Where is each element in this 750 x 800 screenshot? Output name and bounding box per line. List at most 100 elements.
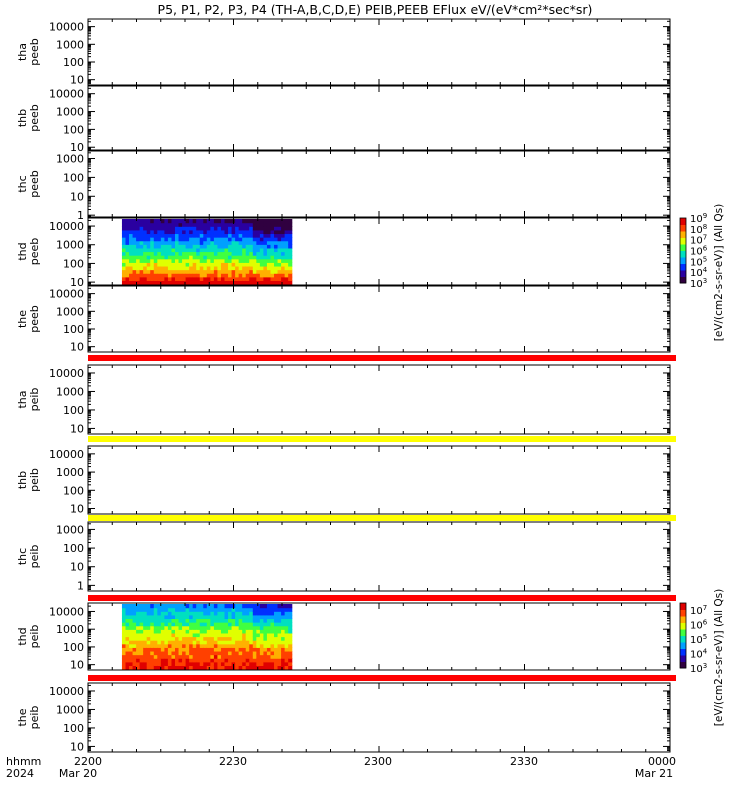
spectrogram-cell bbox=[189, 665, 194, 670]
spectrogram-cell bbox=[171, 247, 176, 253]
spectrogram-cell bbox=[238, 614, 243, 620]
spectrogram-cell bbox=[210, 229, 215, 235]
spectrogram-cell bbox=[235, 222, 240, 227]
spectrogram-cell bbox=[196, 614, 201, 620]
spectrogram-cell bbox=[210, 629, 215, 634]
spectrogram-cell bbox=[288, 219, 293, 224]
spectrogram-cell bbox=[175, 640, 180, 645]
spectrogram-cell bbox=[224, 640, 229, 645]
spectrogram-cell bbox=[274, 625, 279, 630]
spectrogram-cell bbox=[235, 629, 240, 634]
spectrogram-cell bbox=[136, 269, 141, 274]
spectrogram-cell bbox=[175, 233, 180, 238]
spectrogram-cell bbox=[167, 636, 173, 641]
spectrogram-cell bbox=[277, 247, 282, 253]
y-tick-label: 100 bbox=[63, 404, 84, 417]
spectrogram-cell bbox=[284, 618, 289, 623]
spectrogram-cell bbox=[136, 222, 141, 227]
spectrogram-cell bbox=[235, 269, 240, 274]
spectrogram-cell bbox=[259, 625, 265, 630]
spectrogram-cell bbox=[185, 229, 190, 235]
spectrogram-cell bbox=[153, 607, 158, 612]
spectrogram-cell bbox=[259, 607, 265, 612]
spectrogram-cell bbox=[213, 219, 219, 224]
spectrogram-cell bbox=[213, 247, 219, 253]
x-tick-label: 2330 bbox=[510, 755, 538, 768]
spectrogram-cell bbox=[256, 654, 261, 659]
spectrogram-cell bbox=[125, 643, 130, 648]
spectrogram-cell bbox=[132, 607, 137, 612]
spectrogram-cell bbox=[146, 654, 151, 659]
spectrogram-cell bbox=[129, 276, 134, 281]
spectrogram-cell bbox=[167, 622, 173, 627]
spectrogram-cell bbox=[175, 650, 180, 656]
y-tick-label: 10 bbox=[70, 561, 84, 574]
spectrogram-cell bbox=[284, 622, 289, 627]
y-tick-label: 1000 bbox=[56, 466, 84, 479]
spectrogram-cell bbox=[139, 219, 144, 224]
spectrogram-cell bbox=[245, 258, 250, 263]
spectrogram-cell bbox=[217, 618, 222, 623]
spectrogram-cell bbox=[153, 244, 158, 249]
spectrogram-cell bbox=[238, 262, 243, 267]
spectrogram-cell bbox=[182, 247, 187, 253]
spectrogram-cell bbox=[136, 665, 141, 670]
spectrogram-cell bbox=[192, 658, 197, 663]
spectrogram-cell bbox=[185, 658, 190, 663]
spectrogram-cell bbox=[281, 622, 286, 627]
spectrogram-cell bbox=[217, 661, 222, 666]
spectrogram-cell bbox=[178, 640, 183, 645]
spectrogram-cell bbox=[136, 276, 141, 281]
spectrogram-cell bbox=[238, 611, 243, 616]
spectrogram-cell bbox=[281, 647, 286, 652]
spectrogram-cell bbox=[150, 233, 155, 238]
spectrogram-cell bbox=[164, 658, 169, 663]
spectrogram-cell bbox=[192, 251, 197, 256]
spectrogram-cell bbox=[245, 269, 250, 274]
spectrogram-cell bbox=[146, 658, 151, 663]
spectrogram-cell bbox=[284, 244, 289, 249]
x-row-label-hhmm: hhmm bbox=[6, 755, 41, 768]
spectrogram-cell bbox=[199, 611, 204, 616]
spectrogram-cell bbox=[146, 665, 151, 670]
spectrogram-cell bbox=[175, 265, 180, 271]
spectrogram-cell bbox=[224, 629, 229, 634]
spectrogram-cell bbox=[266, 661, 272, 666]
spectrogram-cell bbox=[235, 240, 240, 245]
spectrogram-cell bbox=[270, 244, 275, 249]
spectrogram-cell bbox=[263, 276, 268, 281]
spectrogram-cell bbox=[252, 219, 257, 224]
spectrogram-cell bbox=[160, 640, 165, 645]
spectrogram-cell bbox=[277, 650, 282, 656]
spectrogram-cell bbox=[171, 632, 176, 638]
spectrogram-cell bbox=[235, 632, 240, 638]
spectrogram-cell bbox=[284, 262, 289, 267]
spectrogram-cell bbox=[199, 636, 204, 641]
spectrogram-cell bbox=[182, 229, 187, 235]
spectrogram-cell bbox=[274, 229, 279, 235]
spectrogram-cell bbox=[277, 237, 282, 242]
spectrogram-cell bbox=[160, 229, 165, 235]
spectrogram-cell bbox=[288, 632, 293, 638]
spectrogram-cell bbox=[125, 276, 130, 281]
spectrogram-cell bbox=[235, 247, 240, 253]
spectrogram-cell bbox=[153, 269, 158, 274]
spectrogram-cell bbox=[238, 647, 243, 652]
spectrogram-cell bbox=[217, 237, 222, 242]
spectrogram-cell bbox=[270, 614, 275, 620]
spectrogram-cell bbox=[192, 258, 197, 263]
spectrogram-cell bbox=[206, 237, 211, 242]
spectrogram-cell bbox=[274, 247, 279, 253]
spectrogram-cell bbox=[150, 247, 155, 253]
spectrogram-cell bbox=[139, 625, 144, 630]
spectrogram-cell bbox=[192, 650, 197, 656]
spectrogram-cell bbox=[171, 622, 176, 627]
y-axis-label-product: peib bbox=[28, 706, 41, 730]
spectrogram-cell bbox=[160, 280, 165, 285]
spectrogram-cell bbox=[217, 273, 222, 278]
spectrogram-cell bbox=[132, 222, 137, 227]
spectrogram-cell bbox=[125, 222, 130, 227]
spectrogram-cell bbox=[171, 643, 176, 648]
y-tick-label: 10000 bbox=[49, 685, 84, 698]
spectrogram-cell bbox=[259, 251, 265, 256]
